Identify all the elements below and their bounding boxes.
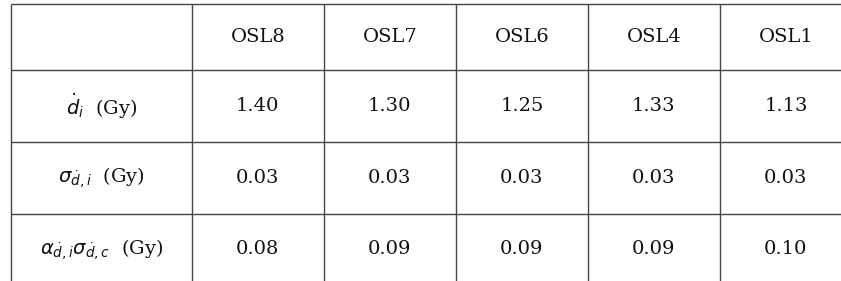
Text: 0.03: 0.03 [764, 169, 807, 187]
Text: 0.09: 0.09 [500, 240, 543, 259]
Text: 1.25: 1.25 [500, 97, 543, 115]
Text: 1.33: 1.33 [632, 97, 675, 115]
Text: OSL6: OSL6 [495, 28, 549, 46]
Text: 1.13: 1.13 [764, 97, 807, 115]
Text: $\alpha_{\dot{d},i}\sigma_{\dot{d},c}$  (Gy): $\alpha_{\dot{d},i}\sigma_{\dot{d},c}$ (… [40, 237, 163, 262]
Text: $\dot{d}_i$  (Gy): $\dot{d}_i$ (Gy) [66, 91, 137, 121]
Text: 0.03: 0.03 [632, 169, 675, 187]
Text: 0.09: 0.09 [368, 240, 411, 259]
Text: 0.09: 0.09 [632, 240, 675, 259]
Text: OSL1: OSL1 [759, 28, 813, 46]
Text: OSL4: OSL4 [627, 28, 681, 46]
Text: OSL7: OSL7 [362, 28, 417, 46]
Text: 0.08: 0.08 [236, 240, 279, 259]
Text: $\sigma_{\dot{d},i}$  (Gy): $\sigma_{\dot{d},i}$ (Gy) [58, 165, 145, 190]
Text: 1.40: 1.40 [236, 97, 279, 115]
Text: 0.03: 0.03 [500, 169, 543, 187]
Text: 0.10: 0.10 [764, 240, 807, 259]
Text: 0.03: 0.03 [236, 169, 279, 187]
Text: OSL8: OSL8 [230, 28, 285, 46]
Text: 1.30: 1.30 [368, 97, 411, 115]
Text: 0.03: 0.03 [368, 169, 411, 187]
